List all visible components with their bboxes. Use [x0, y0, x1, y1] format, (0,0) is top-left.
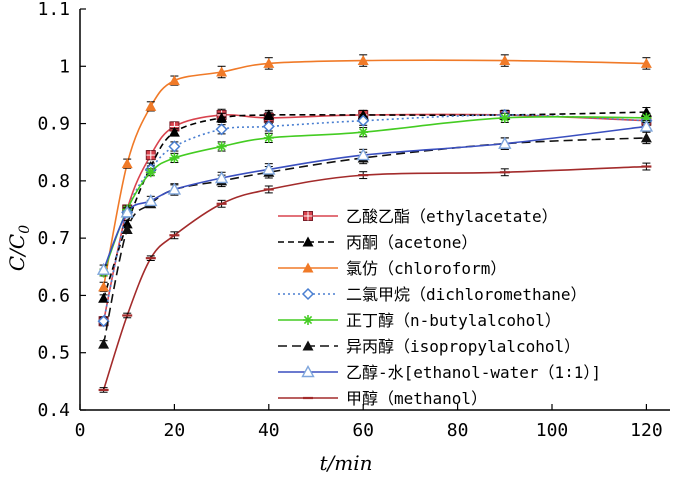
y-tick-label: 0.6 [37, 285, 70, 306]
legend-marker [303, 315, 313, 325]
y-axis-title: C/C0 [5, 225, 33, 271]
marker-line [359, 127, 368, 137]
data-point [263, 57, 275, 68]
x-tick-label: 40 [258, 420, 280, 441]
legend-marker [301, 365, 315, 378]
legend-item-6: 异丙醇（isopropylalcohol） [278, 337, 580, 356]
data-point [120, 205, 134, 218]
y-tick-label: 0.8 [37, 171, 70, 192]
y-tick-label: 0.5 [37, 343, 70, 364]
legend-item-8: 甲醇（methanol） [278, 389, 487, 408]
legend-label: 正丁醇（n-butylalcohol） [346, 311, 561, 330]
data-point [96, 262, 111, 275]
legend-marker [302, 236, 314, 247]
data-point [215, 123, 228, 136]
data-point [216, 141, 227, 152]
data-point [640, 57, 652, 68]
x-axis-title: t/min [319, 451, 372, 475]
data-point [640, 132, 652, 143]
data-point [145, 167, 156, 178]
legend-label: 异丙醇（isopropylalcohol） [346, 337, 580, 356]
series-line [102, 59, 647, 287]
data-point [262, 120, 275, 133]
y-axis-title-main: C/C [5, 234, 29, 271]
marker-line [217, 142, 226, 151]
legend-item-3: 氯仿（chloroform） [278, 259, 506, 278]
data-point [498, 136, 512, 149]
x-tick-label: 100 [536, 420, 569, 441]
x-tick-label: 20 [164, 420, 186, 441]
data-point [98, 292, 110, 303]
marker-line [264, 133, 273, 143]
plot-layer [96, 54, 654, 393]
marker-line [500, 113, 509, 123]
legend-label: 乙醇-水[ethanol-water（1∶1）] [346, 363, 601, 382]
data-point [358, 127, 369, 138]
y-tick-label: 1.1 [37, 0, 70, 20]
data-point [262, 162, 276, 175]
legend-item-7: 乙醇-水[ethanol-water（1∶1）] [278, 363, 601, 382]
x-tick-label: 120 [630, 420, 663, 441]
data-point [167, 182, 182, 195]
series-line [102, 114, 647, 322]
data-point [216, 66, 228, 77]
data-point [214, 171, 229, 184]
data-point [357, 109, 369, 120]
data-point [357, 114, 370, 127]
y-tick-label: 0.9 [37, 114, 70, 135]
legend-marker [302, 340, 314, 351]
series-8 [98, 162, 652, 393]
y-tick-label: 1 [59, 56, 70, 77]
data-point [499, 55, 511, 66]
data-point [98, 281, 110, 292]
data-point [356, 148, 370, 161]
series-5 [98, 112, 652, 278]
legend-item-5: 正丁醇（n-butylalcohol） [278, 311, 561, 330]
legend-item-1: 乙酸乙酯（ethylacetate） [278, 207, 558, 226]
data-point [639, 119, 654, 132]
series-line [102, 165, 647, 391]
data-point [145, 100, 157, 111]
data-point [98, 338, 110, 349]
legend-label: 丙酮（acetone） [346, 233, 477, 252]
x-tick-label: 0 [75, 420, 86, 441]
legend-label: 二氯甲烷（dichloromethane） [346, 285, 587, 304]
x-tick-label: 80 [447, 420, 469, 441]
data-point [263, 109, 275, 120]
data-point [145, 150, 156, 161]
data-point [169, 152, 180, 163]
legend-label: 乙酸乙酯（ethylacetate） [346, 207, 558, 226]
x-tick-label: 60 [352, 420, 374, 441]
data-point [499, 112, 510, 123]
y-axis-title-sub: 0 [17, 225, 33, 234]
data-point [263, 132, 274, 143]
axes-layer: 0 20 40 60 80 100 120 0.4 0.5 0.6 0.7 0.8 0.9 1 1.1 [37, 0, 670, 441]
legend-marker [302, 262, 314, 273]
y-tick-label: 0.4 [37, 400, 70, 421]
series-3 [98, 54, 652, 292]
data-point [168, 75, 180, 86]
legend-item-2: 丙酮（acetone） [278, 233, 477, 252]
data-point [357, 55, 369, 66]
marker-line [170, 153, 179, 163]
legend-label: 氯仿（chloroform） [346, 259, 506, 278]
legend: 乙酸乙酯（ethylacetate） 丙酮（acetone） 氯仿（chlorofo… [278, 207, 601, 408]
data-point [144, 193, 158, 207]
data-point [168, 140, 181, 153]
data-point [97, 315, 110, 328]
legend-marker [301, 287, 315, 301]
y-tick-label: 0.7 [37, 228, 70, 249]
marker-line [146, 168, 155, 177]
data-point [168, 126, 180, 137]
marker-line [303, 315, 313, 325]
legend-marker [303, 211, 313, 221]
data-point [216, 112, 228, 123]
legend-label: 甲醇（methanol） [346, 389, 487, 408]
series-7 [96, 119, 654, 275]
data-point [121, 158, 133, 169]
legend-item-4: 二氯甲烷（dichloromethane） [278, 285, 587, 304]
data-point [121, 224, 133, 235]
